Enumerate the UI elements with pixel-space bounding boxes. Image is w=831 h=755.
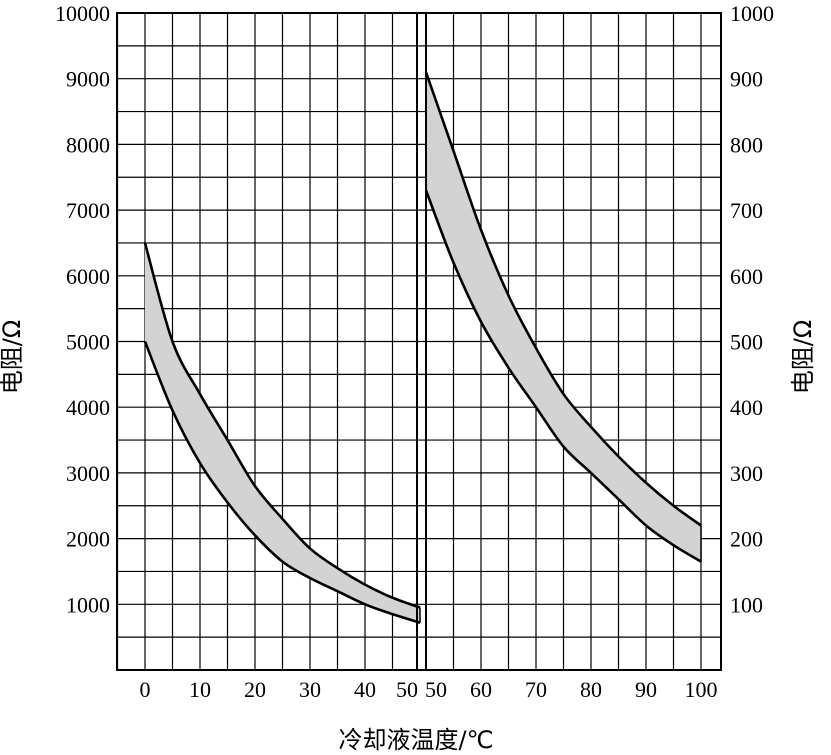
y-left-tick-label: 10000: [55, 1, 110, 26]
y-right-tick-label: 700: [730, 198, 763, 223]
plot-border: [116, 12, 722, 671]
lower-curve-0-50: [143, 341, 421, 624]
upper-curve-50-100: [424, 71, 702, 527]
x-tick-label: 0: [140, 677, 151, 702]
x-tick-label: 20: [244, 677, 266, 702]
band-fill-0-50: [145, 242, 420, 623]
y-axis-label-left: 电阻/Ω: [0, 320, 26, 394]
y-left-tick-label: 2000: [66, 527, 110, 552]
y-left-tick-label: 6000: [66, 264, 110, 289]
y-left-tick-label: 4000: [66, 395, 110, 420]
y-left-tick-label: 3000: [66, 461, 110, 486]
y-left-tick-label: 7000: [66, 198, 110, 223]
y-right-tick-label: 400: [730, 395, 763, 420]
x-tick-label: 80: [580, 677, 602, 702]
y-right-tick-label: 1000: [730, 1, 774, 26]
y-right-tick-label: 100: [730, 592, 763, 617]
y-left-tick-label: 1000: [66, 592, 110, 617]
x-tick-label: 100: [685, 677, 718, 702]
x-tick-label: 50: [425, 677, 447, 702]
y-right-tick-label: 600: [730, 264, 763, 289]
resistance-bands: [143, 71, 702, 624]
y-axis-label-right: 电阻/Ω: [789, 320, 817, 394]
grid: [116, 13, 721, 670]
x-tick-label: 40: [354, 677, 376, 702]
upper-curve-0-50: [143, 242, 421, 609]
x-tick-label: 70: [525, 677, 547, 702]
y-right-tick-label: 200: [730, 527, 763, 552]
y-right-tick-label: 300: [730, 461, 763, 486]
band-fill-50-100: [426, 72, 701, 562]
y-left-tick-label: 5000: [66, 330, 110, 355]
plot-frame: [116, 12, 722, 671]
x-tick-label: 30: [299, 677, 321, 702]
tick-labels: 1000200030004000500060007000800090001000…: [55, 1, 774, 702]
x-tick-label: 60: [470, 677, 492, 702]
y-left-tick-label: 8000: [66, 132, 110, 157]
lower-curve-50-100: [424, 189, 702, 563]
x-tick-label: 50: [396, 677, 418, 702]
y-right-tick-label: 800: [730, 132, 763, 157]
x-axis-label: 冷却液温度/℃: [338, 726, 493, 754]
y-left-tick-label: 9000: [66, 67, 110, 92]
x-tick-label: 10: [189, 677, 211, 702]
y-right-tick-label: 900: [730, 67, 763, 92]
y-right-tick-label: 500: [730, 330, 763, 355]
x-tick-label: 90: [635, 677, 657, 702]
